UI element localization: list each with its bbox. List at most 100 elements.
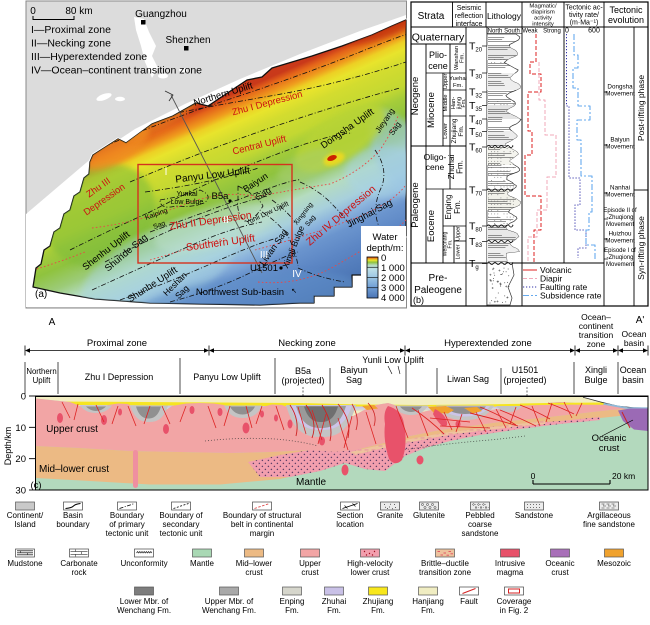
svg-text:basin: basin <box>622 375 644 385</box>
svg-text:zone: zone <box>587 339 606 349</box>
svg-text:Upper: Upper <box>456 226 462 241</box>
svg-text:-Zhuqiong: -Zhuqiong <box>606 215 633 221</box>
svg-text:crust: crust <box>245 568 263 577</box>
svg-text:Fm.: Fm. <box>453 200 462 214</box>
svg-text:magma: magma <box>497 568 524 577</box>
svg-text:Xingli: Xingli <box>585 365 607 375</box>
svg-text:sandstone: sandstone <box>462 529 499 538</box>
svg-text:0: 0 <box>381 253 386 264</box>
svg-text:-Zhuqiong: -Zhuqiong <box>606 255 633 261</box>
svg-text:Han-: Han- <box>451 97 457 110</box>
svg-text:Coverage: Coverage <box>497 597 532 606</box>
svg-text:depth/m:: depth/m: <box>367 243 404 254</box>
svg-text:Wenchang Fm.: Wenchang Fm. <box>202 606 256 615</box>
svg-text:Proximal zone: Proximal zone <box>87 338 147 349</box>
svg-text:Carbonate: Carbonate <box>60 559 98 568</box>
svg-text:Fm.: Fm. <box>285 606 299 615</box>
svg-text:Fault: Fault <box>460 597 479 606</box>
svg-text:Episode II of: Episode II of <box>603 208 637 214</box>
svg-text:Mantle: Mantle <box>190 559 215 568</box>
svg-text:Boundary of: Boundary of <box>159 511 203 520</box>
svg-text:(b): (b) <box>413 295 424 305</box>
svg-text:Liwan Sag: Liwan Sag <box>447 374 489 384</box>
svg-text:Lower Mbr. of: Lower Mbr. of <box>120 597 169 606</box>
svg-text:4 000: 4 000 <box>381 293 405 304</box>
svg-text:Shenzhen: Shenzhen <box>165 35 210 46</box>
svg-text:Paleogene: Paleogene <box>414 285 462 296</box>
svg-text:diapirism: diapirism <box>531 10 555 16</box>
svg-text:Movement: Movement <box>605 90 635 97</box>
svg-text:II—Necking zone: II—Necking zone <box>31 38 111 50</box>
svg-text:Mid–lower crust: Mid–lower crust <box>39 464 109 475</box>
svg-text:0: 0 <box>565 28 569 35</box>
svg-text:Baiyun: Baiyun <box>340 365 368 375</box>
svg-text:activity: activity <box>534 16 552 22</box>
svg-text:interface: interface <box>456 21 483 28</box>
svg-text:Wanshan: Wanshan <box>454 46 460 70</box>
svg-text:continent: continent <box>579 321 614 331</box>
svg-text:Enping: Enping <box>444 195 453 220</box>
svg-text:rock: rock <box>71 568 87 577</box>
svg-text:South: South <box>504 29 520 35</box>
svg-text:secondary: secondary <box>163 520 200 529</box>
svg-text:Fm.: Fm. <box>327 606 341 615</box>
svg-text:Paleogene: Paleogene <box>410 182 421 227</box>
svg-text:III: III <box>260 250 268 261</box>
svg-text:80 km: 80 km <box>65 6 92 17</box>
svg-text:Volcanic: Volcanic <box>540 265 572 275</box>
svg-text:transition zone: transition zone <box>419 568 472 577</box>
svg-text:Depth/km: Depth/km <box>3 427 13 466</box>
svg-text:Ocean–: Ocean– <box>581 312 611 322</box>
svg-text:Nanhai: Nanhai <box>610 185 630 192</box>
svg-text:Tectonic: Tectonic <box>609 5 643 15</box>
svg-text:2 000: 2 000 <box>381 273 405 284</box>
svg-text:Dongsha: Dongsha <box>607 84 633 91</box>
svg-text:Guangzhou: Guangzhou <box>135 9 187 20</box>
svg-text:Episode I of: Episode I of <box>604 248 636 254</box>
svg-text:Fm.: Fm. <box>460 53 466 63</box>
svg-text:Fm.: Fm. <box>453 83 463 89</box>
svg-text:Unconformity: Unconformity <box>120 559 167 568</box>
svg-text:Zhujiang: Zhujiang <box>363 597 394 606</box>
svg-text:Miocene: Miocene <box>426 92 437 128</box>
svg-text:Sandstone: Sandstone <box>515 511 554 520</box>
svg-text:Hanjiang: Hanjiang <box>412 597 444 606</box>
svg-text:↖: ↖ <box>291 288 297 295</box>
svg-text:evolution: evolution <box>608 15 644 25</box>
svg-text:Sag: Sag <box>152 220 166 231</box>
svg-text:Mudstone: Mudstone <box>7 559 43 568</box>
svg-text:Movement: Movement <box>606 262 634 268</box>
svg-text:Uplift: Uplift <box>33 376 52 385</box>
svg-text:III—Hyperextended zone: III—Hyperextended zone <box>31 51 147 63</box>
svg-text:Yuehai: Yuehai <box>449 76 467 82</box>
svg-text:Upper: Upper <box>299 559 321 568</box>
svg-text:Granite: Granite <box>377 511 404 520</box>
svg-text:tivity rate/: tivity rate/ <box>569 12 599 19</box>
svg-text:in Fig. 2: in Fig. 2 <box>500 606 529 615</box>
svg-text:Basin: Basin <box>63 511 83 520</box>
svg-text:Hyperextended zone: Hyperextended zone <box>444 338 532 349</box>
svg-text:Fm.: Fm. <box>456 160 465 174</box>
svg-text:Zhujiang: Zhujiang <box>451 118 458 143</box>
svg-text:30: 30 <box>15 486 26 497</box>
svg-text:transition: transition <box>579 330 614 340</box>
svg-text:Lithology: Lithology <box>487 11 522 21</box>
svg-text:Huizhou: Huizhou <box>608 231 632 238</box>
svg-text:Baiyun: Baiyun <box>610 137 630 144</box>
svg-text:belt in continental: belt in continental <box>231 520 293 529</box>
svg-text:II: II <box>223 215 229 226</box>
svg-text:Fm.: Fm. <box>371 606 385 615</box>
svg-text:Upper Mbr. of: Upper Mbr. of <box>205 597 254 606</box>
svg-text:(a): (a) <box>35 289 47 300</box>
svg-text:20: 20 <box>15 454 26 465</box>
svg-text:600: 600 <box>588 28 600 35</box>
svg-text:IV—Ocean–continent transition: IV—Ocean–continent transition zone <box>31 65 202 77</box>
svg-text:Wenchang Fm.: Wenchang Fm. <box>117 606 171 615</box>
svg-text:(projected): (projected) <box>503 375 546 385</box>
svg-text:U1501: U1501 <box>250 263 278 274</box>
svg-text:cene: cene <box>428 61 448 71</box>
svg-text:IV: IV <box>292 269 302 280</box>
svg-text:Intrusive: Intrusive <box>495 559 526 568</box>
svg-text:crust: crust <box>599 443 620 454</box>
svg-text:A': A' <box>636 315 645 326</box>
